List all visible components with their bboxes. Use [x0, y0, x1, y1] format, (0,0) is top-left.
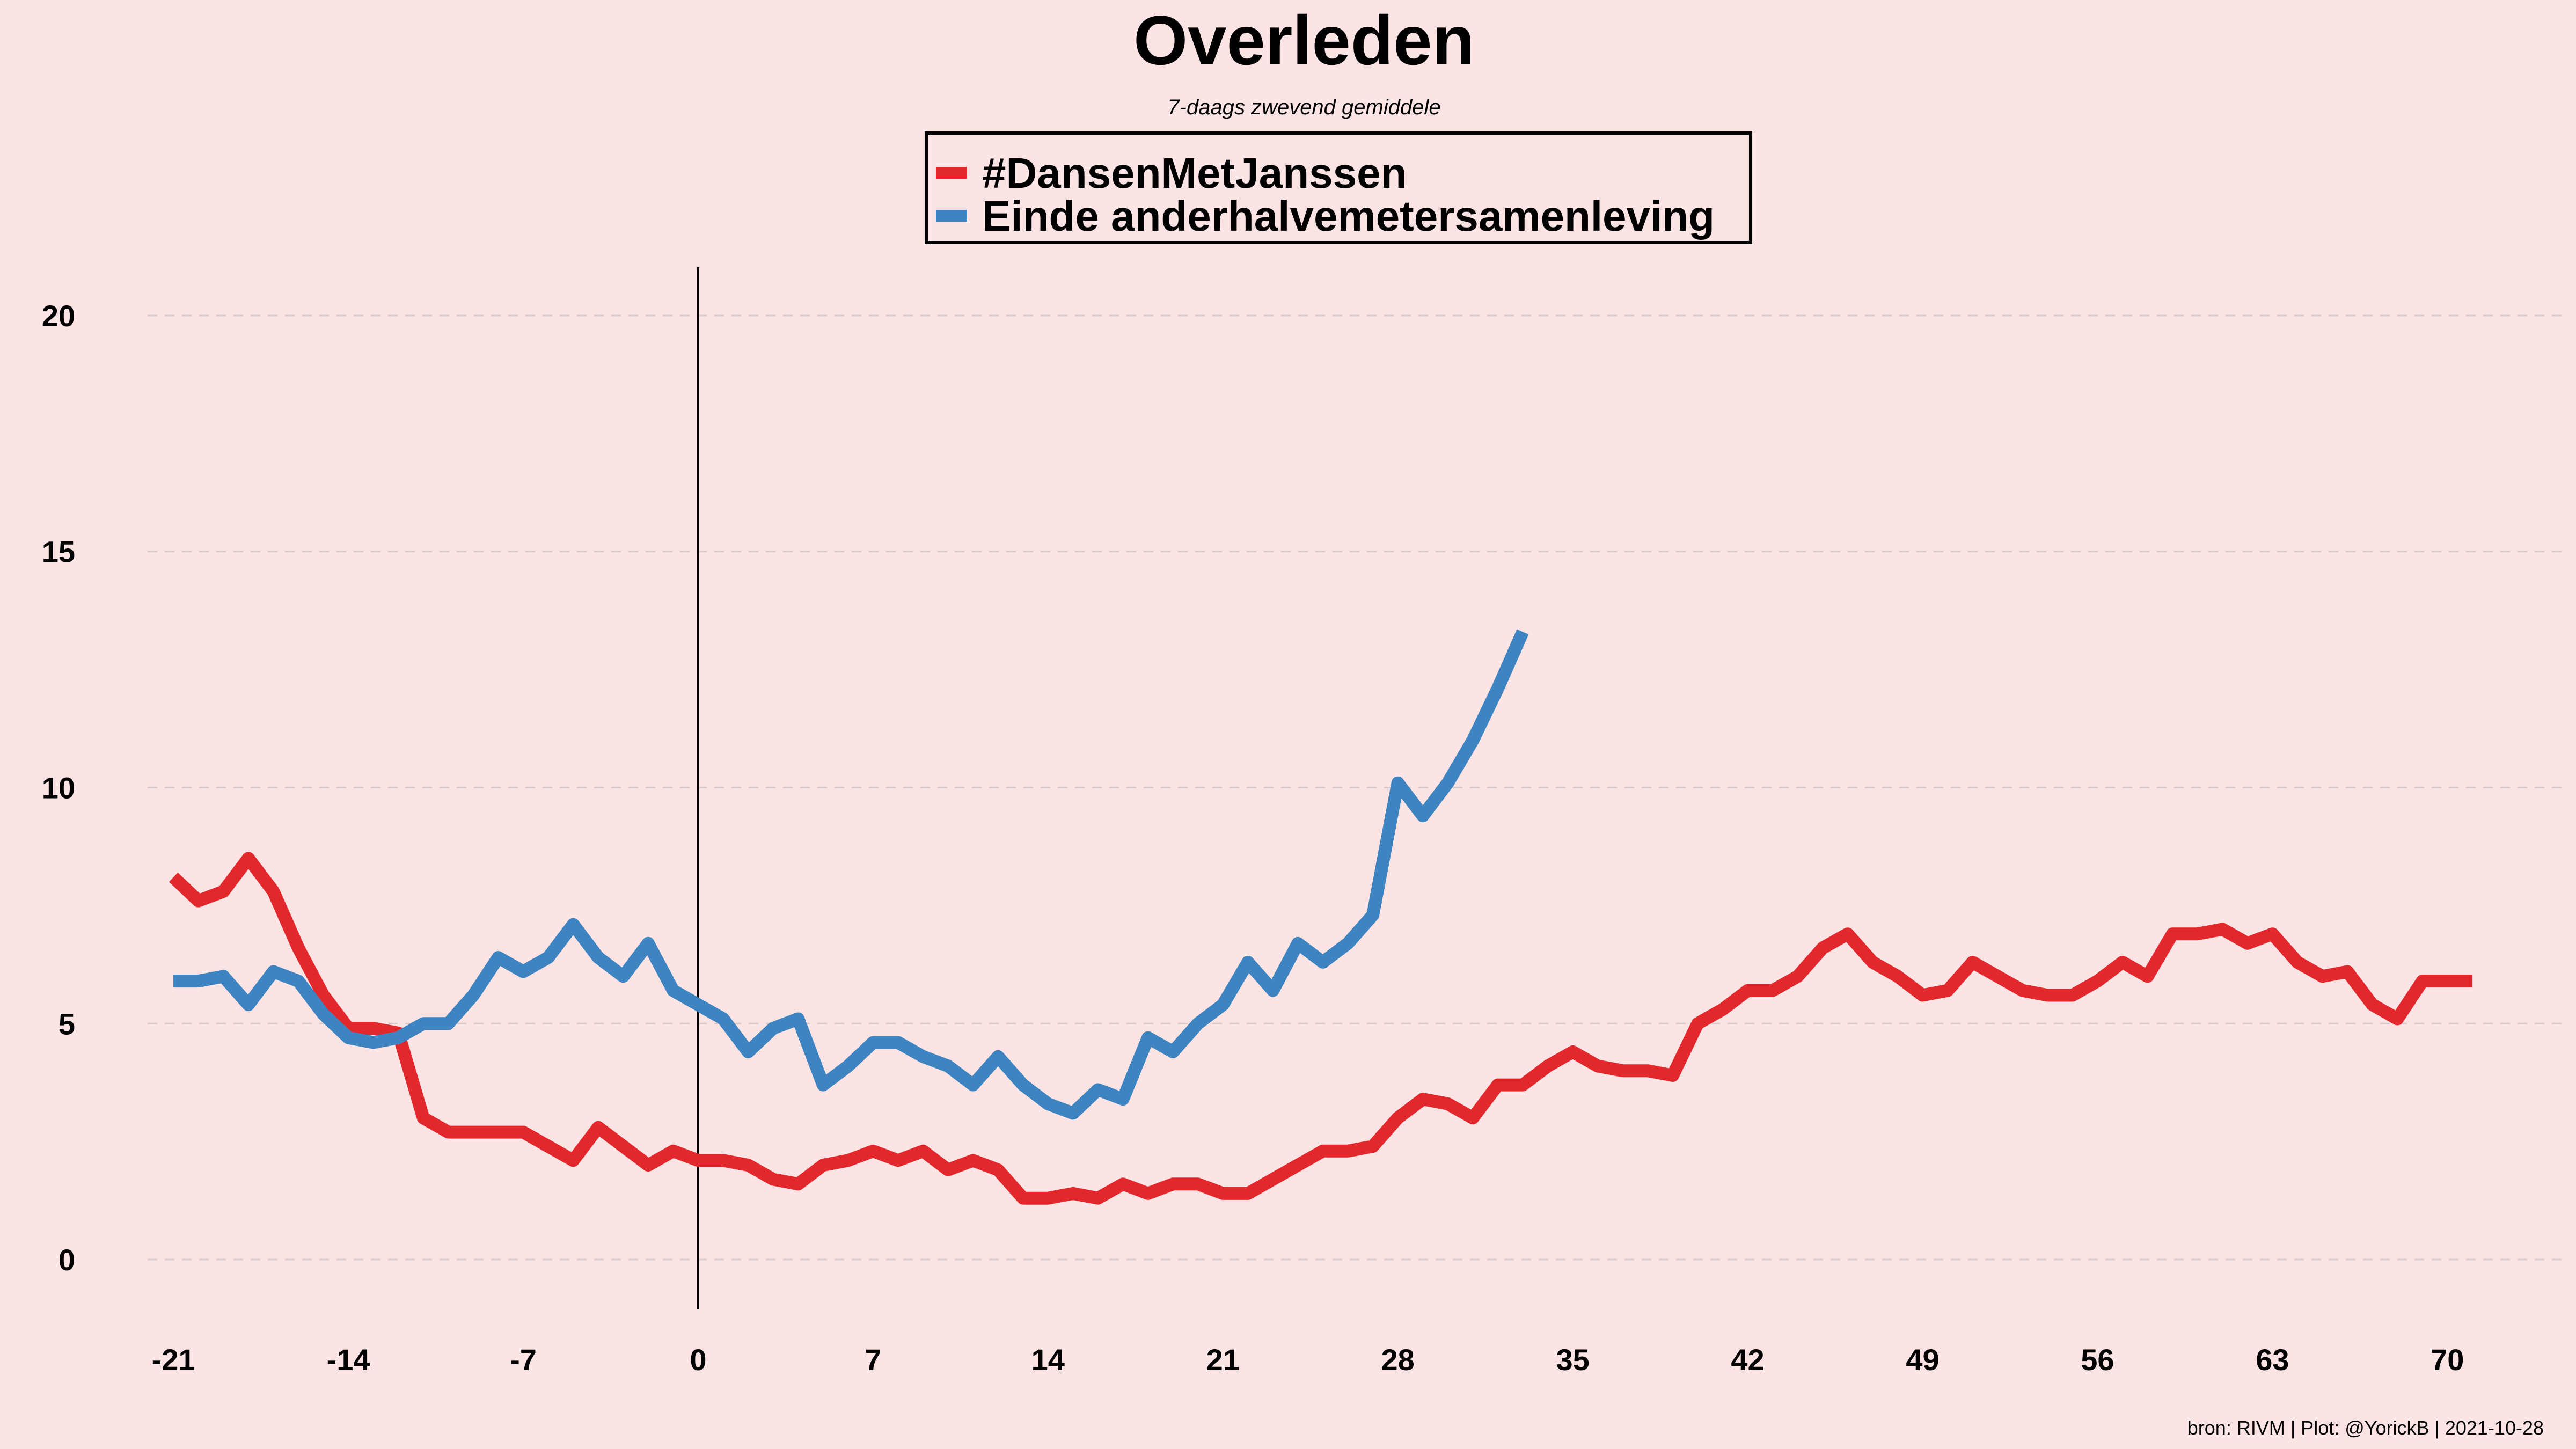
x-tick-label: 0 — [690, 1343, 706, 1377]
x-tick-label: 28 — [1381, 1343, 1415, 1377]
x-tick-label: 7 — [865, 1343, 881, 1377]
x-tick-label: 70 — [2431, 1343, 2464, 1377]
chart-caption: bron: RIVM | Plot: @YorickB | 2021-10-28 — [2187, 1417, 2544, 1439]
chart-subtitle: 7-daags zwevend gemiddele — [1167, 96, 1440, 119]
y-tick-label: 20 — [42, 299, 75, 333]
x-tick-label: -21 — [152, 1343, 195, 1377]
x-tick-label: -7 — [510, 1343, 537, 1377]
y-tick-label: 0 — [58, 1243, 75, 1277]
x-tick-label: 56 — [2081, 1343, 2114, 1377]
x-tick-label: 21 — [1206, 1343, 1240, 1377]
x-tick-label: 63 — [2256, 1343, 2289, 1377]
legend-label-einde-anderhalvemetersamenleving: Einde anderhalvemetersamenleving — [982, 192, 1715, 240]
legend-label-dansenmetjanssen: #DansenMetJanssen — [982, 149, 1407, 197]
x-tick-label: 42 — [1731, 1343, 1764, 1377]
x-tick-label: 35 — [1556, 1343, 1589, 1377]
y-tick-label: 5 — [58, 1007, 75, 1041]
y-tick-label: 15 — [42, 535, 75, 569]
grid-lines — [148, 314, 2565, 1261]
x-axis-ticks: -21 -14 -7 0 7 14 21 28 35 42 49 56 63 70 — [152, 1343, 2464, 1377]
y-tick-label: 10 — [42, 771, 75, 805]
y-axis-ticks: 0 5 10 15 20 — [42, 299, 75, 1277]
x-tick-label: 14 — [1031, 1343, 1065, 1377]
legend-swatch-einde-anderhalvemetersamenleving — [936, 210, 967, 222]
legend: #DansenMetJanssen Einde anderhalvemeters… — [925, 131, 1752, 244]
series-line-dansenmetjanssen — [169, 852, 2472, 1205]
x-tick-label: 49 — [1906, 1343, 1939, 1377]
x-tick-label: -14 — [327, 1343, 370, 1377]
series-line-einde-anderhalvemetersamenleving — [173, 629, 1529, 1120]
legend-box — [925, 131, 1752, 244]
legend-swatch-dansenmetjanssen — [936, 167, 967, 179]
series-lines — [169, 629, 2472, 1205]
chart-title: Overleden — [1133, 1, 1475, 79]
